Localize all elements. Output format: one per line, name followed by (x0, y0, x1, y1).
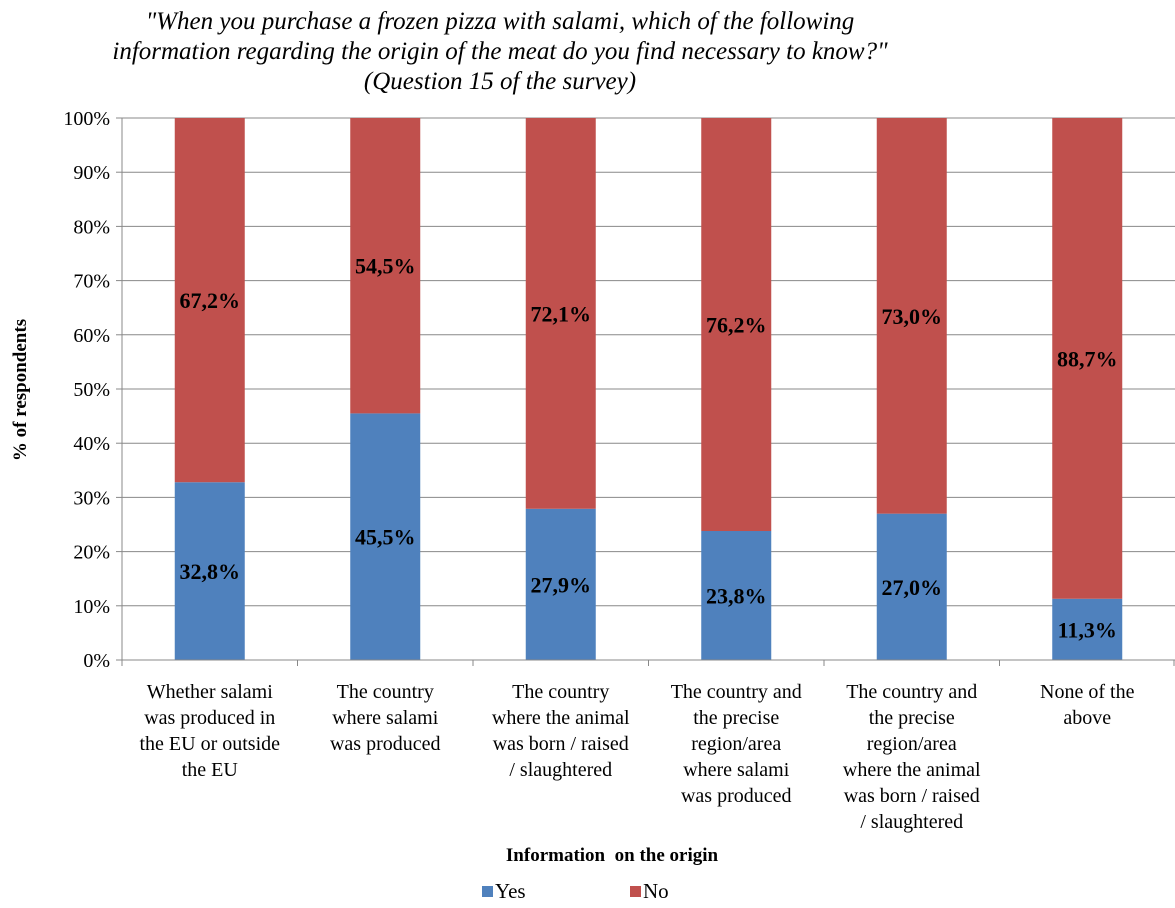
data-label-yes: 23,8% (706, 584, 767, 609)
data-label-yes: 11,3% (1058, 617, 1117, 642)
category-label: The country (337, 681, 434, 703)
y-tick-label: 20% (73, 542, 110, 564)
category-label: / slaughtered (509, 759, 612, 781)
bar-no (1052, 118, 1123, 599)
data-label-no: 72,1% (531, 301, 592, 326)
category-label: the EU or outside (139, 733, 280, 755)
chart-title-line: (Question 15 of the survey) (364, 68, 636, 95)
data-label-yes: 27,9% (531, 572, 592, 597)
data-labels: 32,8% 67,2% 45,5% 54,5% 27,9% 72,1% 23,8% 76,2%… (180, 254, 1118, 643)
bar-no (525, 118, 596, 509)
bar-yes (350, 413, 421, 660)
bars (174, 118, 1123, 660)
legend: Yes No (482, 879, 669, 903)
legend-swatch-yes (482, 886, 493, 897)
category-label: None of the (1040, 681, 1135, 703)
bar-yes (525, 508, 596, 660)
category-label: where salami (683, 759, 790, 781)
bar-yes (1052, 598, 1123, 660)
bar-no (350, 118, 421, 414)
x-axis-title: Information on the origin (506, 845, 719, 866)
data-label-no: 73,0% (882, 304, 943, 329)
category-label: where the animal (843, 759, 981, 781)
gridlines (116, 117, 1175, 661)
data-label-no: 76,2% (706, 313, 767, 338)
y-tick-label: 60% (73, 325, 110, 347)
category-label: was born / raised (493, 733, 629, 755)
category-label: where the animal (492, 707, 630, 729)
y-tick-label: 50% (73, 379, 110, 401)
category-label: was produced (330, 733, 441, 755)
y-tick-label: 40% (73, 433, 110, 455)
y-tick-label: 70% (73, 271, 110, 293)
chart-title: "When you purchase a frozen pizza with s… (112, 8, 888, 95)
category-label: The country and (671, 681, 802, 703)
axes (121, 118, 1175, 666)
data-label-no: 67,2% (180, 288, 241, 313)
data-label-no: 88,7% (1057, 346, 1118, 371)
data-label-yes: 45,5% (355, 525, 416, 550)
y-axis-title: % of respondents (10, 319, 31, 461)
category-label: / slaughtered (860, 811, 963, 833)
category-label: the precise (869, 707, 955, 729)
chart-title-line: information regarding the origin of the … (112, 38, 888, 65)
legend-label-no: No (643, 879, 669, 903)
category-label: The country and (846, 681, 977, 703)
bar-no (174, 118, 245, 483)
bar-no (701, 118, 772, 532)
y-tick-label: 0% (83, 650, 110, 672)
category-label: region/area (691, 733, 781, 755)
data-label-yes: 32,8% (180, 559, 241, 584)
y-tick-label: 100% (63, 108, 110, 130)
legend-label-yes: Yes (495, 879, 526, 903)
category-label: above (1063, 707, 1111, 729)
category-label: was born / raised (844, 785, 980, 807)
bar-no (876, 118, 947, 514)
category-label: region/area (867, 733, 957, 755)
category-label: the precise (693, 707, 779, 729)
y-tick-label: 10% (73, 596, 110, 618)
category-label: where salami (332, 707, 439, 729)
category-label: Whether salami (147, 681, 273, 703)
data-label-yes: 27,0% (882, 575, 943, 600)
y-tick-label: 30% (73, 487, 110, 509)
category-label: was produced in (144, 707, 275, 729)
chart-title-line: "When you purchase a frozen pizza with s… (146, 8, 855, 35)
y-tick-label: 90% (73, 162, 110, 184)
legend-swatch-no (630, 886, 641, 897)
bar-yes (174, 482, 245, 660)
data-label-no: 54,5% (355, 254, 416, 279)
category-label: was produced (681, 785, 792, 807)
y-axis-ticks: 0% 10% 20% 30% 40% 50% 60% 70% 80% 90% 100% (63, 108, 110, 672)
y-tick-label: 80% (73, 216, 110, 238)
bar-yes (701, 531, 772, 660)
bar-yes (876, 513, 947, 660)
category-label: The country (512, 681, 609, 703)
category-label: the EU (182, 759, 239, 781)
x-axis-categories: Whether salami was produced in the EU or o… (139, 681, 1134, 833)
